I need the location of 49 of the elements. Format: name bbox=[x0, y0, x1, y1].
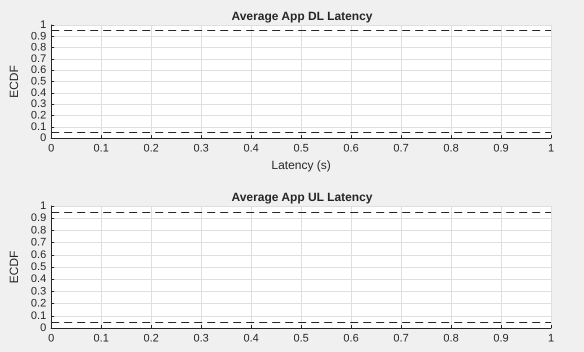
y-tick-label: 0.1 bbox=[30, 120, 46, 133]
x-tick-label: 0.7 bbox=[393, 332, 409, 344]
y-tick-label: 0.7 bbox=[30, 236, 46, 249]
x-tick-label: 0.6 bbox=[343, 332, 359, 344]
chart-title: Average App DL Latency bbox=[232, 9, 373, 23]
x-tick-label: 0.5 bbox=[293, 142, 309, 155]
x-tick-label: 0.1 bbox=[94, 142, 109, 155]
x-tick-label: 0.2 bbox=[144, 332, 159, 344]
y-tick-label: 0.1 bbox=[30, 310, 46, 322]
y-tick-label: 0.2 bbox=[30, 298, 46, 310]
y-tick-label: 0.3 bbox=[30, 285, 46, 298]
x-tick-label: 0.4 bbox=[243, 332, 259, 344]
chart-title: Average App UL Latency bbox=[232, 190, 373, 204]
x-tick-label: 0.7 bbox=[393, 142, 409, 155]
x-tick-label: 0.9 bbox=[493, 332, 509, 344]
y-tick-label: 0.4 bbox=[30, 86, 46, 99]
x-tick-label: 0.3 bbox=[193, 332, 209, 344]
y-tick-label: 1 bbox=[40, 200, 46, 212]
x-tick-label: 0 bbox=[48, 142, 54, 155]
x-axis-title: Latency (s) bbox=[271, 158, 331, 172]
y-tick-label: 0.9 bbox=[30, 30, 46, 42]
x-tick-label: 0.6 bbox=[343, 142, 359, 155]
y-tick-label: 0.8 bbox=[30, 42, 46, 54]
y-tick-label: 1 bbox=[40, 19, 46, 31]
x-tick-label: 0.2 bbox=[144, 142, 159, 155]
y-tick-label: 0.7 bbox=[30, 52, 46, 65]
x-tick-label: 1 bbox=[548, 332, 554, 344]
x-tick-label: 0.5 bbox=[293, 332, 309, 344]
y-axis-title: ECDF bbox=[7, 250, 21, 284]
y-tick-label: 0.6 bbox=[30, 64, 46, 76]
x-tick-label: 0.9 bbox=[493, 142, 509, 155]
y-tick-label: 0.4 bbox=[30, 273, 46, 286]
x-tick-label: 0.8 bbox=[443, 332, 459, 344]
x-tick-label: 1 bbox=[548, 142, 554, 155]
y-tick-label: 0.6 bbox=[30, 248, 46, 261]
x-tick-label: 0.1 bbox=[94, 332, 109, 344]
y-axis-title: ECDF bbox=[7, 65, 21, 98]
y-tick-label: 0.5 bbox=[30, 261, 46, 273]
x-tick-label: 0.8 bbox=[443, 142, 459, 155]
y-tick-label: 0.3 bbox=[30, 98, 46, 110]
y-tick-label: 0.5 bbox=[30, 76, 46, 88]
y-tick-label: 0.8 bbox=[30, 224, 46, 236]
y-tick-label: 0 bbox=[40, 132, 46, 144]
x-tick-label: 0.3 bbox=[193, 142, 209, 155]
x-tick-label: 0.4 bbox=[243, 142, 259, 155]
y-tick-label: 0.2 bbox=[30, 109, 46, 122]
y-tick-label: 0 bbox=[40, 322, 46, 334]
y-tick-label: 0.9 bbox=[30, 212, 46, 224]
x-tick-label: 0 bbox=[48, 332, 54, 344]
